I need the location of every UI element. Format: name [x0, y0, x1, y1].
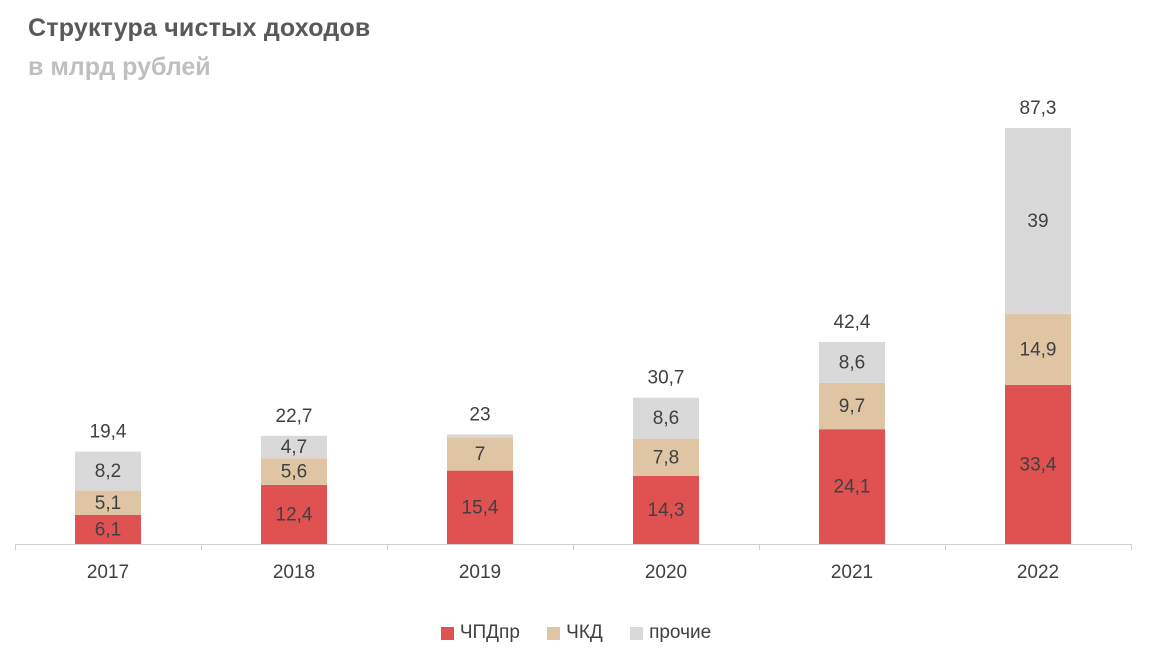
total-label-2018: 22,7 [276, 406, 313, 427]
bar-segment-chkd-2022 [1005, 313, 1071, 385]
legend-label-chpdpr: ЧПДпр [459, 622, 520, 643]
legend-item-chpdpr: ЧПДпр [440, 622, 520, 644]
data-label-chpdpr-2020: 14,3 [648, 500, 685, 521]
bar-segment-chpdpr-2021 [819, 429, 885, 544]
bar-segment-chpdpr-2022 [1005, 384, 1071, 544]
data-label-other-2022: 39 [1027, 211, 1048, 232]
x-tick-label-2020: 2020 [645, 562, 687, 583]
data-label-chkd-2020: 7,8 [653, 447, 679, 468]
x-tick-label-2021: 2021 [831, 562, 873, 583]
bar-segment-chkd-2019 [447, 437, 513, 471]
chart-title: Структура чистых доходов [28, 14, 371, 42]
legend-item-other: прочие [630, 622, 711, 644]
data-label-other-2020: 8,6 [653, 408, 679, 429]
legend: ЧПДпр ЧКД прочие [0, 622, 1152, 646]
bar-segment-other-2019 [447, 434, 513, 438]
bar-segment-other-2020 [633, 397, 699, 439]
total-label-2020: 30,7 [648, 368, 685, 389]
x-tick-label-2019: 2019 [459, 562, 501, 583]
total-label-2017: 19,4 [90, 422, 127, 443]
total-label-2022: 87,3 [1020, 98, 1057, 119]
bar-segment-chkd-2020 [633, 438, 699, 476]
data-label-chkd-2021: 9,7 [839, 396, 865, 417]
total-label-2021: 42,4 [834, 312, 871, 333]
total-label-2019: 23 [469, 404, 490, 425]
data-label-chkd-2022: 14,9 [1020, 339, 1057, 360]
legend-swatch-chpdpr [440, 626, 454, 640]
data-label-chpdpr-2019: 15,4 [462, 497, 499, 518]
x-tick-label-2017: 2017 [87, 562, 129, 583]
data-label-chpdpr-2018: 12,4 [276, 504, 313, 525]
data-label-chkd-2018: 5,6 [281, 462, 307, 483]
legend-label-chkd: ЧКД [566, 622, 603, 643]
bar-segment-chkd-2018 [261, 458, 327, 485]
x-tick-label-2022: 2022 [1017, 562, 1059, 583]
legend-item-chkd: ЧКД [547, 622, 603, 644]
data-label-other-2017: 8,2 [95, 461, 121, 482]
data-label-other-2018: 4,7 [281, 437, 307, 458]
bar-segment-other-2021 [819, 341, 885, 383]
data-label-chpdpr-2021: 24,1 [834, 477, 871, 498]
legend-swatch-chkd [547, 626, 561, 640]
data-label-chpdpr-2017: 6,1 [95, 519, 121, 540]
bar-segment-chkd-2021 [819, 382, 885, 430]
bar-segment-other-2022 [1005, 128, 1071, 314]
bar-segment-chpdpr-2019 [447, 470, 513, 544]
legend-label-other: прочие [649, 622, 712, 643]
chart-subtitle: в млрд рублей [28, 53, 211, 81]
bar-segment-chkd-2017 [75, 490, 141, 515]
x-tick-label-2018: 2018 [273, 562, 315, 583]
data-label-chpdpr-2022: 33,4 [1020, 454, 1057, 475]
bar-segment-other-2017 [75, 451, 141, 491]
data-label-other-2021: 8,6 [839, 352, 865, 373]
bar-segment-other-2018 [261, 435, 327, 459]
legend-swatch-other [630, 626, 644, 640]
bar-segment-chpdpr-2018 [261, 484, 327, 544]
data-label-chkd-2017: 5,1 [95, 493, 121, 514]
bar-segment-chpdpr-2020 [633, 475, 699, 544]
data-label-chkd-2019: 7 [475, 444, 486, 465]
bar-segment-chpdpr-2017 [75, 514, 141, 544]
